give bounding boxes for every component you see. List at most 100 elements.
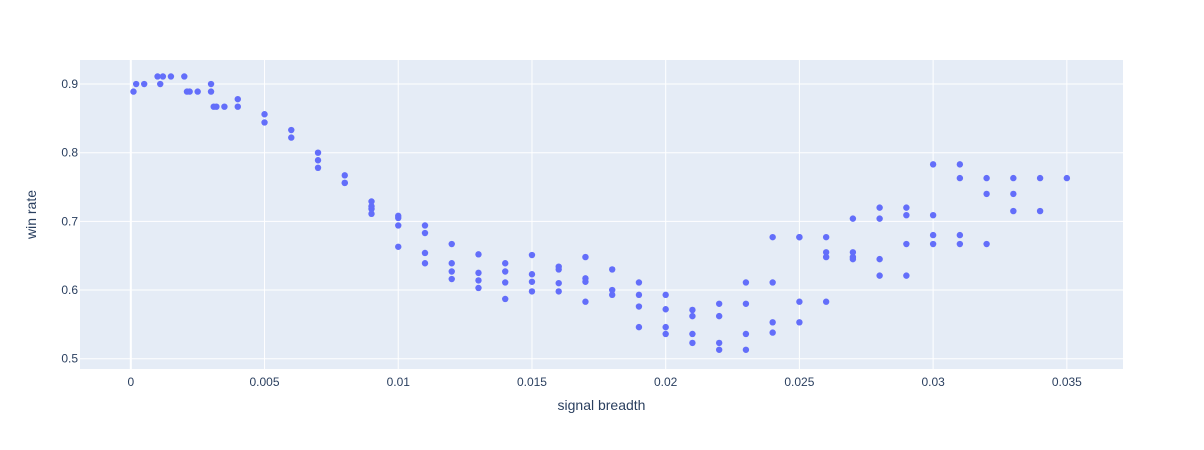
data-point [502,268,509,275]
x-tick-label: 0 [127,375,134,389]
data-point [742,346,750,353]
plot-background [80,60,1123,369]
data-point [314,164,322,172]
data-point [421,229,429,237]
data-point [956,161,964,168]
data-point [421,260,429,267]
data-point [929,161,937,168]
data-point [421,249,429,257]
data-point [582,298,589,305]
y-tick-labels: 0.5 0.6 0.7 0.8 0.9 [61,77,78,366]
data-point [608,291,616,299]
x-tick-labels: 0 0.005 0.01 0.015 0.02 0.025 0.03 0.035 [127,375,1082,389]
y-gridlines [80,83,1123,360]
data-point [689,339,696,347]
data-point [502,295,509,303]
data-point [608,286,616,294]
data-point [395,222,402,229]
data-point [528,251,536,259]
data-point [582,278,589,285]
data-point [1010,207,1017,215]
data-point [769,329,776,336]
data-point [448,275,455,283]
data-point [822,249,830,256]
data-point [421,222,429,229]
data-point [742,300,750,307]
data-point [395,214,402,222]
data-point [167,73,175,80]
x-tick-label: 0.005 [250,375,280,389]
x-tick-label: 0.03 [921,375,945,389]
y-axis-title: win rate [23,190,39,240]
data-point [929,231,937,239]
data-point [314,149,322,156]
data-point [288,126,295,134]
data-point [221,103,228,110]
x-axis-title: signal breadth [558,397,646,413]
data-point [822,253,830,261]
data-point [1010,190,1017,198]
data-point [132,80,140,88]
data-point [715,346,723,353]
data-point [849,215,857,222]
data-point [502,260,509,267]
y-tick-label: 0.7 [61,214,78,228]
data-point [822,233,830,241]
data-point [181,73,188,80]
data-point [796,319,803,326]
data-point [314,157,322,164]
data-point [715,300,723,307]
data-point [475,269,482,277]
data-point [261,119,268,126]
data-point [742,330,750,338]
data-point [849,249,857,256]
data-point [608,266,616,273]
data-point [876,204,883,211]
data-point [528,288,536,295]
data-point [288,134,295,141]
data-point [261,111,268,118]
data-point [341,172,348,179]
data-point [1010,174,1017,182]
data-point [582,253,589,261]
data-point [662,291,669,299]
data-point [769,279,776,286]
data-point [903,204,910,211]
data-point [154,73,161,80]
x-tick-label: 0.02 [654,375,678,389]
data-point [207,80,215,88]
data-point [715,312,723,320]
data-point [1063,174,1071,182]
data-point [822,298,830,305]
data-point [983,240,990,248]
data-point [368,198,375,205]
data-point [555,279,562,287]
data-point [689,306,696,314]
x-tick-label: 0.01 [387,375,411,389]
data-point [1036,174,1044,182]
data-point [555,266,562,273]
data-point [475,251,482,258]
data-point [635,279,643,286]
data-point [903,272,910,279]
data-point [528,271,536,278]
x-tick-label: 0.025 [784,375,814,389]
data-point [796,233,803,241]
data-point [689,330,696,338]
data-point [635,303,643,310]
data-point [475,284,482,292]
data-point [448,260,455,267]
data-point [849,255,857,263]
data-point [956,231,964,239]
data-point [395,243,402,250]
y-tick-label: 0.8 [61,146,78,160]
data-point [876,272,883,279]
data-point [662,323,669,331]
data-point [929,240,937,248]
data-point [876,215,883,222]
data-point [635,323,643,331]
data-point [742,279,750,286]
data-point [207,88,215,95]
